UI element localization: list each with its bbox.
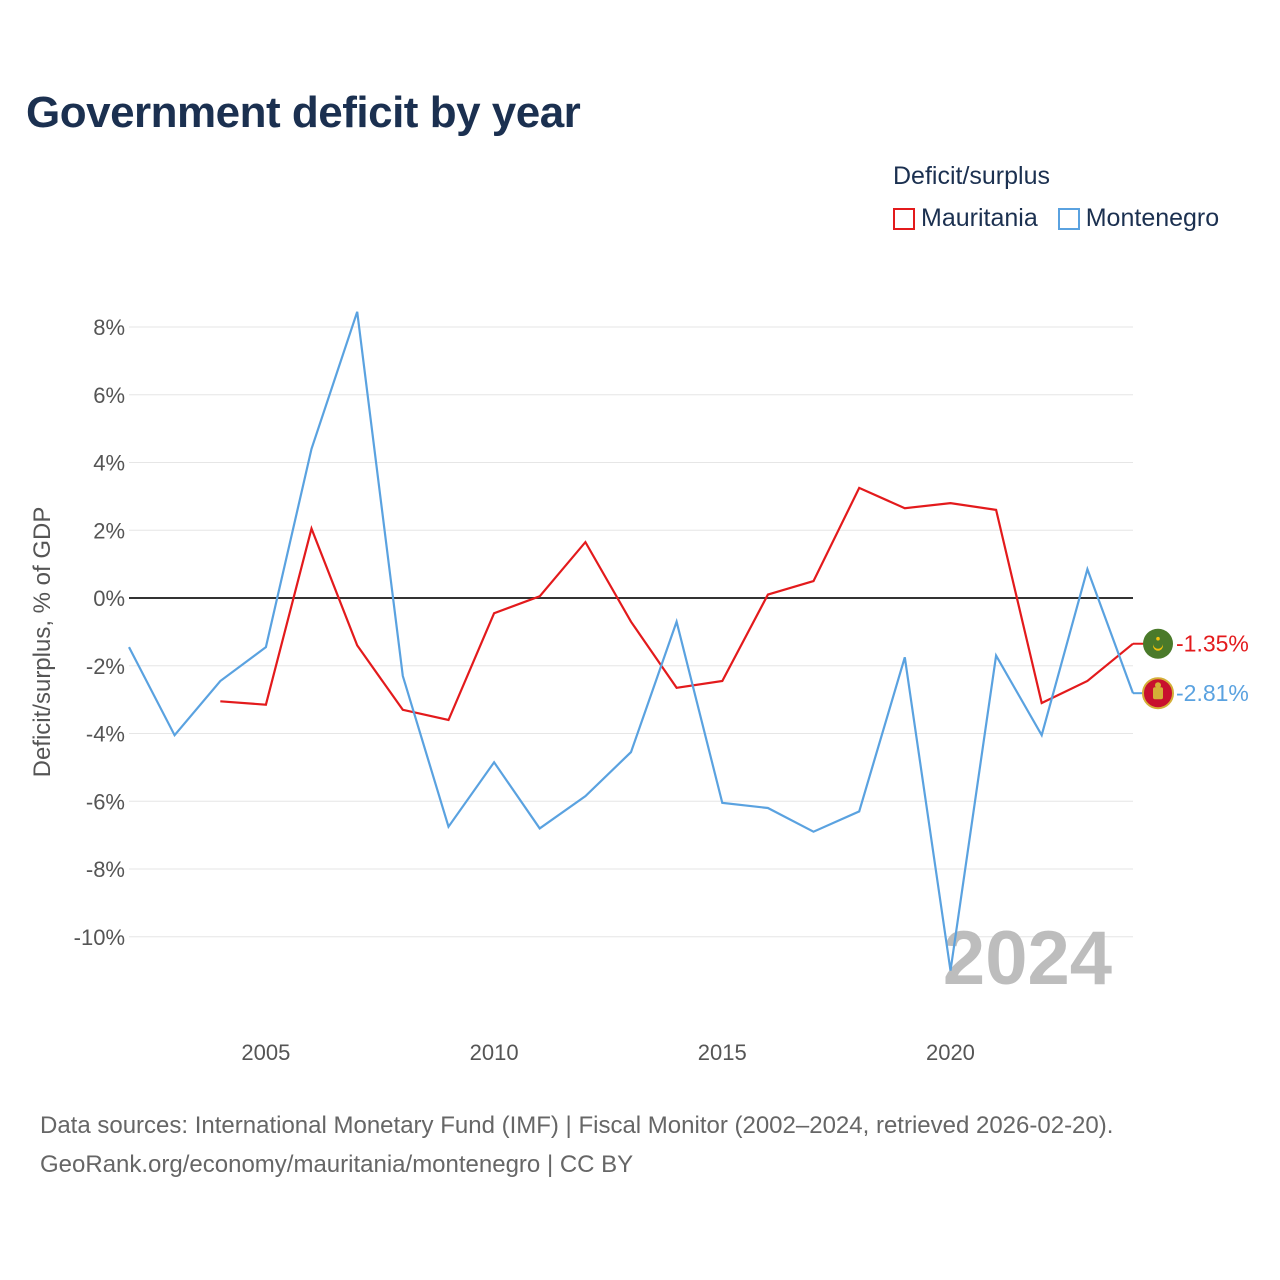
x-tick-label: 2010 xyxy=(470,1040,519,1065)
series-end-labels: -1.35% -2.81% xyxy=(1133,628,1249,710)
x-tick-labels: 2005 2010 2015 2020 xyxy=(241,1040,974,1065)
flag-star xyxy=(1156,636,1160,641)
x-tick-label: 2015 xyxy=(698,1040,747,1065)
y-tick-label: 6% xyxy=(93,383,125,408)
legend-item-montenegro[interactable]: Montenegro xyxy=(1057,204,1220,233)
gridlines xyxy=(129,326,1133,938)
y-tick-label: 2% xyxy=(93,518,125,543)
y-axis-title: Deficit/surplus, % of GDP xyxy=(29,507,56,778)
y-tick-label: 0% xyxy=(93,586,125,611)
flag-eagle xyxy=(1153,687,1163,700)
legend: Mauritania Montenegro xyxy=(893,204,1239,233)
footer-link[interactable]: GeoRank.org/economy/mauritania/montenegr… xyxy=(40,1151,634,1178)
y-tick-labels: -10% -8% -6% -4% -2% 0% 2% 4% 6% 8% xyxy=(74,315,125,950)
legend-title: Deficit/surplus xyxy=(893,162,1050,190)
y-tick-label: -4% xyxy=(86,722,125,747)
y-tick-label: -6% xyxy=(86,789,125,814)
legend-item-mauritania[interactable]: Mauritania xyxy=(893,204,1038,233)
y-tick-label: -2% xyxy=(86,654,125,679)
legend-swatch-mauritania xyxy=(893,207,915,230)
series-line-mauritania[interactable] xyxy=(220,486,1134,722)
series-line-montenegro[interactable] xyxy=(128,311,1135,971)
x-tick-label: 2005 xyxy=(241,1040,290,1065)
y-tick-label: -10% xyxy=(74,925,125,950)
end-value-label-mauritania: -1.35% xyxy=(1176,631,1249,657)
chart-title: Government deficit by year xyxy=(26,88,581,137)
series-lines xyxy=(128,311,1135,971)
y-tick-label: 8% xyxy=(93,315,125,340)
flag-crown xyxy=(1155,682,1161,689)
footer: Data sources: International Monetary Fun… xyxy=(40,1106,1113,1184)
y-tick-label: -8% xyxy=(86,857,125,882)
mauritania-flag-icon xyxy=(1143,628,1173,659)
y-tick-label: 4% xyxy=(93,451,125,476)
flag-crescent-cut xyxy=(1153,638,1163,649)
end-value-label-montenegro: -2.81% xyxy=(1176,680,1249,706)
current-year-watermark: 2024 xyxy=(943,916,1112,1001)
legend-label-mauritania: Mauritania xyxy=(921,204,1038,232)
x-tick-label: 2020 xyxy=(926,1040,975,1065)
footer-sources: Data sources: International Monetary Fun… xyxy=(40,1112,1114,1139)
legend-label-montenegro: Montenegro xyxy=(1085,204,1220,232)
legend-swatch-montenegro xyxy=(1057,207,1080,230)
montenegro-flag-icon xyxy=(1142,677,1174,710)
